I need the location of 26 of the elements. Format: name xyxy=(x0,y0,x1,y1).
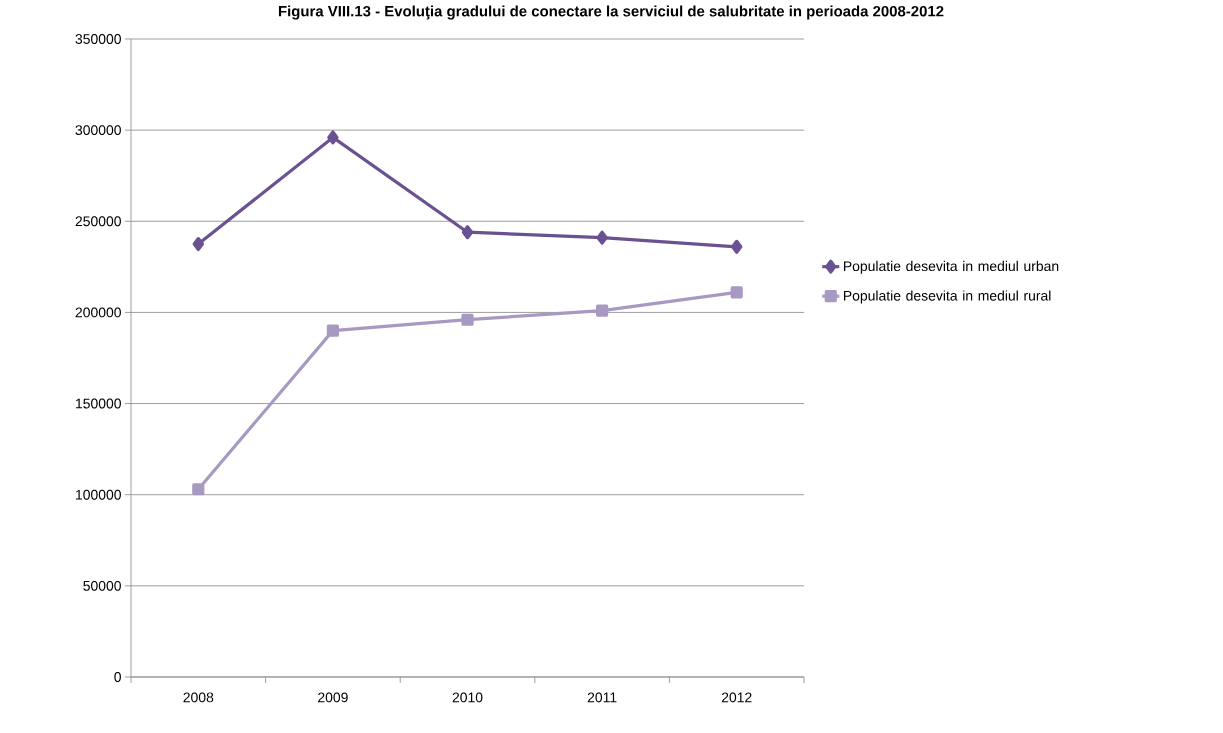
y-tick-label: 0 xyxy=(114,672,121,682)
y-tick-label: 100000 xyxy=(76,489,121,500)
point xyxy=(192,236,205,252)
legend-label: Populatie desevita in mediul urban xyxy=(843,260,1059,274)
chart-title: Figura VIII.13 - Evoluţia gradului de conectare la serviciul de salubritate in perioada 2008-2012 xyxy=(278,5,944,20)
point xyxy=(461,225,474,240)
y-tick-label: 300000 xyxy=(75,125,121,136)
y-tick-label: 50000 xyxy=(83,580,121,591)
y-tick-label: 150000 xyxy=(76,398,121,409)
point xyxy=(327,130,339,145)
point xyxy=(326,324,339,337)
point xyxy=(192,483,205,496)
x-tick-label: 2011 xyxy=(587,692,617,703)
x-tick-label: 2009 xyxy=(318,692,348,703)
point xyxy=(596,304,609,317)
y-tick-label: 250000 xyxy=(75,216,121,227)
x-tick-label: 2012 xyxy=(721,692,752,703)
x-tick-label: 2008 xyxy=(183,692,214,703)
y-tick-label: 350000 xyxy=(75,34,121,44)
point xyxy=(461,313,474,326)
y-tick-label: 200000 xyxy=(75,307,121,318)
point xyxy=(730,286,743,299)
point xyxy=(596,230,608,245)
x-tick-label: 2010 xyxy=(452,692,483,703)
point xyxy=(731,239,743,254)
legend-label: Populatie desevita in mediul rural xyxy=(843,290,1051,304)
